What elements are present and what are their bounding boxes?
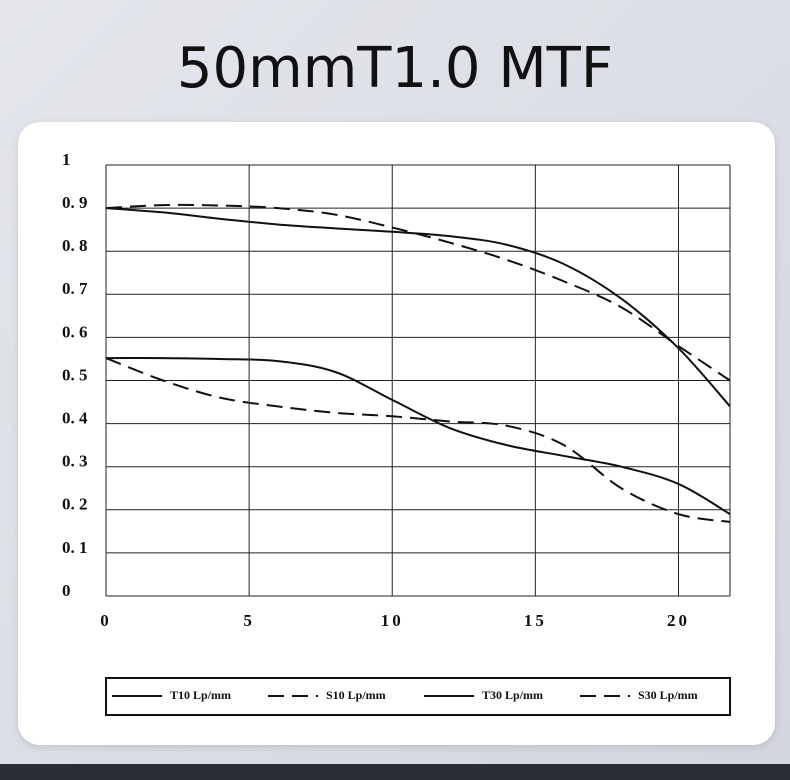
legend-label: S30 Lp/mm [638,688,698,702]
x-tick-label: 20 [667,611,690,630]
y-tick-label: 0. 4 [62,409,88,428]
series-line [105,357,731,523]
y-tick-label: 0 [62,581,71,600]
x-tick-label: 15 [524,611,547,630]
bottom-strip [0,764,790,780]
card [18,122,775,745]
chart-title: 50mmT1.0 MTF [177,36,613,101]
y-tick-label: 0. 8 [62,236,88,255]
y-tick-label: 0. 7 [62,279,88,298]
x-tick-label: 5 [243,611,255,630]
series-line [105,357,731,515]
y-tick-label: 0. 9 [62,193,88,212]
y-tick-label: 0. 1 [62,538,88,557]
legend-box [105,677,731,716]
y-tick-label: 0. 6 [62,322,88,341]
y-tick-label: 0. 3 [62,452,88,471]
x-tick-label: 0 [100,611,112,630]
legend-label: T30 Lp/mm [482,688,543,702]
y-tick-label: 0. 5 [62,365,88,384]
series-line [105,207,731,408]
series-line [105,203,731,382]
x-tick-label: 10 [381,611,404,630]
legend-label: T10 Lp/mm [170,688,231,702]
y-tick-label: 0. 2 [62,495,88,514]
legend-label: S10 Lp/mm [326,688,386,702]
y-tick-label: 1 [62,150,71,169]
